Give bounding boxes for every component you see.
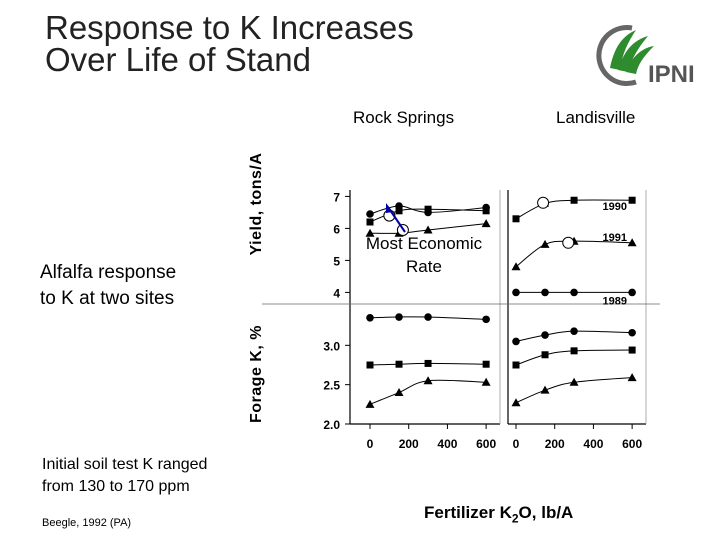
forage-k-point-landisville	[512, 337, 520, 346]
yield-point-landisville	[627, 238, 637, 247]
x-axis-title: Fertilizer K2O, lb/A	[424, 503, 573, 525]
economic-rate-marker	[562, 236, 575, 249]
side-text-line-2: to K at two sites	[40, 288, 175, 309]
annotation-line-1: Most Economic	[366, 234, 483, 253]
logo-text: IPNI	[648, 61, 695, 88]
yield-point-landisville	[570, 288, 578, 297]
logo-ring-icon	[596, 25, 637, 87]
series-label-1989: 1989	[603, 295, 627, 307]
forage-k-point-landisville	[511, 398, 521, 407]
forage-k-curve-landisville	[515, 349, 633, 366]
forage-k-curve-rock_springs	[369, 316, 487, 320]
side-text-line-1: Alfalfa response	[40, 262, 177, 283]
series-label-1990: 1990	[603, 201, 627, 213]
forage-k-point-rock_springs	[423, 376, 433, 385]
x-axis-title-main: Fertilizer K	[424, 503, 512, 522]
panel-title-rock-springs: Rock Springs	[353, 108, 455, 127]
forage-k-point-landisville	[570, 327, 578, 335]
forage-k-curve-landisville	[515, 330, 633, 342]
yield-point-landisville	[540, 239, 550, 248]
yield-point-rock_springs	[366, 218, 374, 226]
yield-curve-landisville	[515, 240, 633, 268]
forage-k-point-landisville	[628, 328, 636, 337]
yield-point-landisville	[628, 288, 636, 297]
forage-k-point-rock_springs	[424, 313, 432, 321]
page-title: Response to K Increases Over Life of Sta…	[45, 9, 414, 78]
forage-k-point-landisville	[570, 347, 578, 355]
forage-k-point-landisville	[540, 385, 550, 394]
yield-point-rock_springs	[482, 203, 490, 212]
logo-leaf-icon-2	[618, 36, 648, 72]
x-tick-label: 200	[545, 437, 565, 451]
x-tick-label: 400	[583, 437, 603, 451]
yield-curve-rock_springs	[369, 223, 487, 234]
yield-point-landisville	[541, 288, 549, 297]
title-line-2: Over Life of Stand	[45, 41, 311, 78]
yield-tick-label: 5	[333, 254, 340, 268]
forage-k-point-rock_springs	[482, 315, 490, 324]
forage-k-tick-label: 2.0	[323, 418, 340, 432]
yield-point-landisville	[512, 288, 520, 297]
yield-point-rock_springs	[365, 228, 375, 237]
forage-k-point-landisville	[541, 331, 549, 339]
x-tick-label: 400	[437, 437, 457, 451]
yield-point-landisville	[570, 196, 578, 204]
yield-point-rock_springs	[366, 210, 374, 218]
forage-k-point-rock_springs	[424, 359, 432, 367]
yield-tick-label: 4	[333, 286, 340, 300]
yield-point-rock_springs	[395, 202, 403, 210]
forage-k-point-landisville	[512, 361, 520, 369]
forage-k-tick-label: 2.5	[323, 379, 340, 393]
series-label-1991: 1991	[603, 232, 627, 244]
forage-k-point-landisville	[541, 351, 549, 359]
forage-k-point-landisville	[627, 373, 637, 382]
x-axis-title-sub: 2	[511, 511, 519, 526]
forage-k-point-rock_springs	[482, 360, 490, 368]
x-tick-label: 600	[476, 437, 496, 451]
logo-leaf-icon	[610, 30, 636, 70]
yield-curve-rock_springs	[369, 205, 487, 215]
yield-point-rock_springs	[423, 225, 433, 234]
annotation-arrow	[389, 209, 406, 233]
forage-k-curve-rock_springs	[369, 362, 487, 366]
forage-k-point-landisville	[569, 377, 579, 386]
forage-k-point-rock_springs	[395, 360, 403, 368]
forage-k-point-landisville	[628, 346, 636, 354]
logo-leaf-icon-3	[626, 46, 654, 74]
yield-tick-label: 6	[333, 222, 340, 236]
forage-k-tick-label: 3.0	[323, 339, 340, 353]
ipni-logo: IPNI	[596, 25, 695, 88]
forage-k-curve-rock_springs	[369, 379, 487, 405]
x-tick-label: 200	[399, 437, 419, 451]
yield-point-rock_springs	[395, 207, 403, 215]
yield-point-rock_springs	[481, 219, 491, 228]
yield-curve-landisville	[515, 199, 633, 220]
annotation-arrow-head-icon	[386, 203, 393, 213]
forage-k-curve-landisville	[515, 377, 633, 404]
x-tick-label: 0	[513, 437, 520, 451]
x-tick-label: 600	[622, 437, 642, 451]
yield-point-landisville	[511, 262, 521, 271]
economic-rate-marker	[537, 196, 550, 209]
forage-k-point-rock_springs	[366, 361, 374, 369]
note-line-2: from 130 to 170 ppm	[42, 478, 190, 495]
yield-tick-label: 7	[333, 190, 340, 204]
yield-point-landisville	[512, 215, 520, 223]
annotation-line-2: Rate	[406, 257, 442, 276]
x-tick-label: 0	[367, 437, 374, 451]
panel-title-landisville: Landisville	[556, 108, 636, 127]
forage-k-point-rock_springs	[481, 377, 491, 386]
forage-k-point-rock_springs	[395, 313, 403, 321]
note-line-1: Initial soil test K ranged	[42, 456, 208, 473]
forage-k-point-rock_springs	[366, 314, 374, 322]
x-axis-title-tail: O, lb/A	[518, 503, 574, 522]
forage-k-point-rock_springs	[394, 388, 404, 397]
title-line-1: Response to K Increases	[45, 9, 414, 46]
citation: Beegle, 1992 (PA)	[42, 517, 132, 529]
yield-point-rock_springs	[424, 208, 432, 217]
yield-point-landisville	[628, 196, 636, 204]
forage-k-point-rock_springs	[365, 399, 375, 408]
